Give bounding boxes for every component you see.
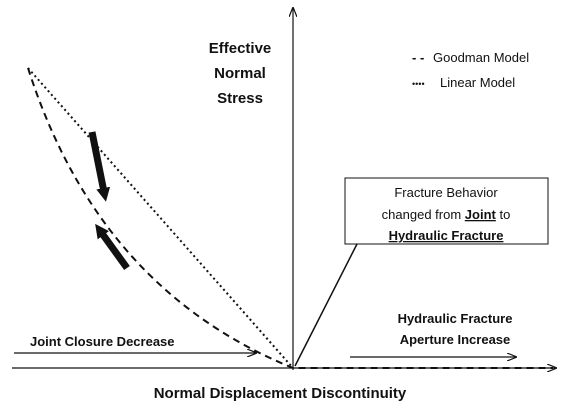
callout-text-emph: Joint (465, 207, 497, 222)
annotation: Joint Closure Decrease (30, 334, 175, 349)
y-axis-label: Normal (214, 65, 266, 82)
x-axis-label: Normal Displacement Discontinuity (154, 385, 407, 402)
callout-text-part: changed from (382, 207, 465, 222)
callout-text-part: to (496, 207, 510, 222)
callout-pointer (294, 243, 358, 367)
legend-label: Goodman Model (433, 50, 529, 65)
linear-model-line (27, 67, 294, 369)
annotation: Aperture Increase (400, 332, 511, 347)
legend-symbol: - - (412, 50, 424, 65)
callout-text: Fracture Behavior (394, 185, 498, 200)
callout-box (344, 177, 549, 245)
y-axis-label: Stress (217, 90, 263, 107)
legend-symbol: •••• (412, 79, 425, 89)
loading-arrow (88, 131, 111, 202)
legend-label: Linear Model (440, 75, 515, 90)
unloading-arrow (95, 223, 130, 271)
callout-text-emph: Hydraulic Fracture (389, 228, 504, 243)
annotation: Hydraulic Fracture (398, 311, 513, 326)
y-axis-label: Effective (209, 40, 272, 57)
callout-text: changed from Joint to (382, 207, 511, 222)
